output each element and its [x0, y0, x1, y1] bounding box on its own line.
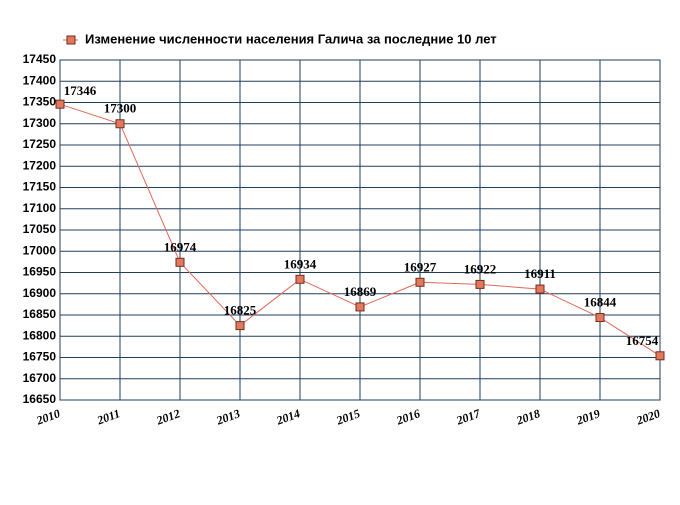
- y-tick-label: 16650: [23, 392, 57, 406]
- data-label: 16927: [404, 259, 437, 274]
- y-tick-label: 17450: [23, 52, 57, 66]
- point-marker: [175, 257, 185, 267]
- y-tick-label: 16800: [23, 328, 57, 342]
- point-marker: [355, 302, 365, 312]
- point-marker: [595, 313, 605, 323]
- y-tick-label: 16900: [23, 286, 57, 300]
- data-label: 16844: [584, 295, 617, 310]
- x-tick-label: 2010: [34, 406, 62, 428]
- point-marker: [415, 277, 425, 287]
- y-tick-label: 17150: [23, 180, 57, 194]
- y-tick-label: 17250: [23, 137, 57, 151]
- y-tick-label: 17350: [23, 95, 57, 109]
- x-tick-label: 2017: [454, 406, 483, 428]
- y-tick-label: 16850: [23, 307, 57, 321]
- data-label: 17346: [64, 83, 97, 98]
- data-label: 16869: [344, 284, 377, 299]
- data-label: 16754: [626, 333, 659, 348]
- legend-marker: [66, 35, 76, 45]
- y-tick-label: 16750: [23, 350, 57, 364]
- point-marker: [55, 99, 65, 109]
- data-label: 16974: [164, 239, 197, 254]
- y-tick-label: 17100: [23, 201, 57, 215]
- x-tick-label: 2018: [514, 406, 542, 428]
- point-marker: [475, 279, 485, 289]
- y-tick-label: 17200: [23, 158, 57, 172]
- plot-border: [59, 59, 661, 401]
- x-tick-label: 2020: [634, 406, 662, 428]
- x-tick-label: 2014: [274, 406, 302, 428]
- x-tick-label: 2011: [94, 406, 122, 427]
- y-tick-label: 17400: [23, 73, 57, 87]
- point-marker: [535, 284, 545, 294]
- x-tick-label: 2016: [394, 406, 422, 428]
- data-label: 17300: [104, 101, 137, 116]
- x-tick-label: 2019: [574, 406, 602, 428]
- point-marker: [655, 351, 665, 361]
- y-tick-label: 17000: [23, 243, 57, 257]
- point-marker: [295, 274, 305, 284]
- x-tick-label: 2013: [214, 406, 242, 428]
- y-tick-label: 17050: [23, 222, 57, 236]
- y-tick-label: 17300: [23, 116, 57, 130]
- data-label: 16825: [224, 303, 257, 318]
- data-label: 16934: [284, 256, 317, 271]
- legend-label: Изменение численности населения Галича з…: [85, 31, 497, 46]
- data-label: 16911: [524, 266, 556, 281]
- data-label: 16922: [464, 261, 497, 276]
- point-marker: [115, 119, 125, 129]
- x-tick-label: 2015: [334, 406, 362, 428]
- y-tick-label: 16700: [23, 371, 57, 385]
- point-marker: [235, 321, 245, 331]
- y-tick-label: 16950: [23, 265, 57, 279]
- x-tick-label: 2012: [154, 406, 182, 428]
